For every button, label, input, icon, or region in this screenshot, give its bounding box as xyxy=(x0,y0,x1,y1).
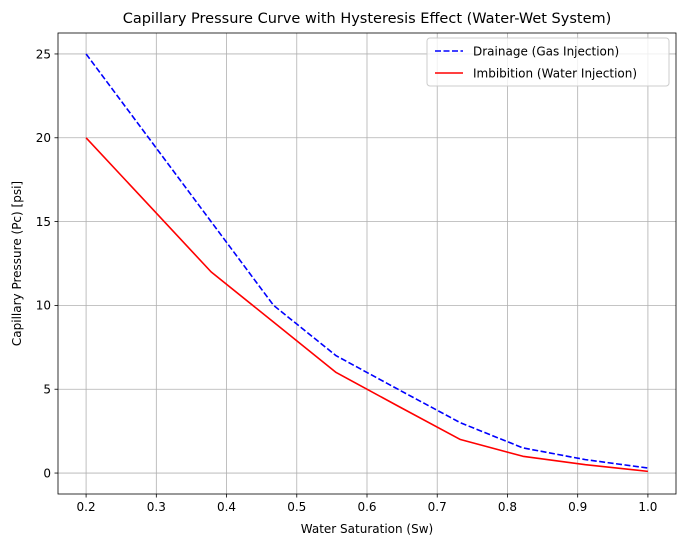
x-tick-label: 0.9 xyxy=(568,500,587,514)
imbibition-series-line xyxy=(85,137,648,473)
y-tick-label: 0 xyxy=(43,466,51,480)
legend: Drainage (Gas Injection) Imbibition (Wate… xyxy=(426,37,670,87)
y-tick-label: 10 xyxy=(36,299,51,313)
chart-title: Capillary Pressure Curve with Hysteresis… xyxy=(123,11,612,27)
x-axis-label: Water Saturation (Sw) xyxy=(301,522,433,536)
legend-box xyxy=(426,37,670,87)
x-tick-label: 0.2 xyxy=(77,500,96,514)
y-tick-label: 5 xyxy=(43,383,51,397)
x-tick-label: 0.5 xyxy=(287,500,306,514)
series-lines xyxy=(85,53,649,473)
legend-label: Drainage (Gas Injection) xyxy=(473,44,619,58)
y-tick-label: 20 xyxy=(36,131,51,145)
x-tick-label: 0.3 xyxy=(147,500,166,514)
x-tick-label: 1.0 xyxy=(638,500,657,514)
grid xyxy=(58,33,676,494)
ticks: 0.2 0.3 0.4 0.5 0.6 0.7 0.8 0.9 1.0 0 5 10 15 20 25 xyxy=(36,47,658,514)
drainage-series-line xyxy=(85,53,649,469)
y-tick-label: 15 xyxy=(36,215,51,229)
y-tick-label: 25 xyxy=(36,47,51,61)
x-tick-label: 0.4 xyxy=(217,500,236,514)
x-tick-label: 0.8 xyxy=(498,500,517,514)
x-tick-label: 0.6 xyxy=(357,500,376,514)
y-axis-label: Capillary Pressure (Pc) [psi] xyxy=(10,181,24,346)
x-tick-label: 0.7 xyxy=(428,500,447,514)
legend-label: Imbibition (Water Injection) xyxy=(473,66,637,80)
